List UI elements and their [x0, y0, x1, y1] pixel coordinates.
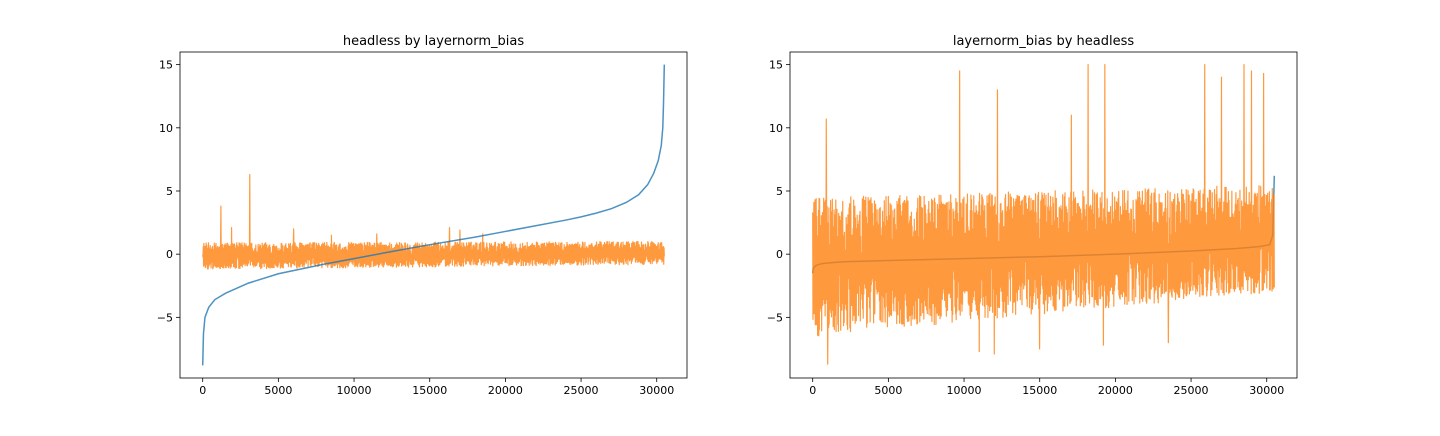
- x-tick-label: 0: [199, 384, 206, 397]
- x-tick-label: 20000: [1098, 384, 1133, 397]
- y-tick-label: 10: [159, 122, 173, 135]
- series-line-sorted: [201, 64, 666, 366]
- x-tick-label: 15000: [1022, 384, 1057, 397]
- x-axis: 0 5000 10000 15000 20000 25000 30000: [809, 378, 1284, 397]
- y-tick-label: 5: [166, 185, 173, 198]
- x-tick-label: 5000: [264, 384, 292, 397]
- axes-frame: [789, 51, 1298, 379]
- chart-title: headless by layernorm_bias: [343, 34, 525, 49]
- y-tick-label: 15: [769, 59, 783, 72]
- x-tick-label: 0: [809, 384, 816, 397]
- y-tick-label: −5: [157, 311, 173, 324]
- x-tick-label: 15000: [412, 384, 447, 397]
- series-line-noisy: [812, 64, 1275, 365]
- left-chart: headless by layernorm_bias 0 5000 10000 150…: [157, 34, 688, 397]
- y-axis: −5 0 5 10 15: [157, 59, 180, 324]
- axes-frame: [179, 51, 688, 379]
- y-tick-label: −5: [767, 311, 783, 324]
- right-chart: layernorm_bias by headless 0 5000 10000 150…: [767, 34, 1298, 397]
- x-tick-label: 30000: [639, 384, 674, 397]
- series-line-noisy: [202, 173, 665, 270]
- x-tick-label: 20000: [488, 384, 523, 397]
- y-axis: −5 0 5 10 15: [767, 59, 790, 324]
- x-tick-label: 10000: [337, 384, 372, 397]
- x-tick-label: 5000: [874, 384, 902, 397]
- plot-area: [201, 64, 666, 366]
- y-tick-label: 15: [159, 59, 173, 72]
- y-tick-label: 0: [166, 248, 173, 261]
- y-tick-label: 5: [776, 185, 783, 198]
- plot-area: [811, 64, 1276, 365]
- x-tick-label: 25000: [564, 384, 599, 397]
- y-tick-label: 0: [776, 248, 783, 261]
- x-tick-label: 10000: [947, 384, 982, 397]
- chart-title: layernorm_bias by headless: [953, 34, 1135, 49]
- x-tick-label: 30000: [1249, 384, 1284, 397]
- y-tick-label: 10: [769, 122, 783, 135]
- x-tick-label: 25000: [1174, 384, 1209, 397]
- x-axis: 0 5000 10000 15000 20000 25000 30000: [199, 378, 674, 397]
